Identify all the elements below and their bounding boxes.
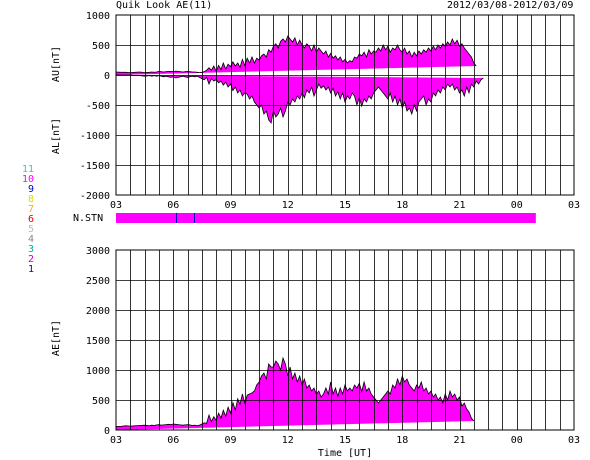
x-tick-label: 00 (511, 200, 523, 211)
x-tick-label: 18 (396, 435, 408, 446)
ae-axis-label: AE[nT] (51, 320, 62, 356)
ae-area (116, 358, 474, 430)
x-tick-label: 09 (224, 200, 236, 211)
y-tick-label: 2000 (86, 306, 110, 317)
y-tick-label: 0 (104, 71, 110, 82)
station-bar (116, 213, 536, 223)
station-number: 6 (27, 214, 34, 225)
plot-frame (115, 249, 575, 431)
x-tick-label: 00 (511, 435, 523, 446)
y-tick-label: -2000 (80, 191, 110, 202)
y-tick-label: 1000 (86, 366, 110, 377)
y-tick-label: 500 (92, 396, 110, 407)
y-tick-label: 500 (92, 41, 110, 52)
station-number: 3 (27, 244, 34, 255)
date-range: 2012/03/08-2012/03/09 (447, 0, 574, 11)
x-tick-label: 03 (110, 435, 122, 446)
al-axis-label: AL[nT] (51, 118, 62, 154)
x-tick-label: 03 (110, 200, 122, 211)
x-tick-label: 06 (167, 200, 179, 211)
y-tick-label: -500 (86, 101, 110, 112)
x-tick-label: 12 (282, 200, 294, 211)
station-number: 5 (27, 224, 34, 235)
station-number: 9 (27, 184, 34, 195)
x-axis-label: Time [UT] (318, 448, 372, 459)
chart-title: Quik Look AE(11) (116, 0, 213, 11)
station-legend: 11 10 9 8 7 6 5 4 3 2 1 (20, 165, 34, 275)
x-tick-label: 18 (396, 200, 408, 211)
y-tick-label: 3000 (86, 246, 110, 257)
x-tick-label: 21 (453, 435, 465, 446)
station-number: 1 (27, 264, 34, 275)
ae-line (116, 356, 475, 427)
y-tick-label: 1000 (86, 11, 110, 22)
x-tick-label: 15 (339, 200, 351, 211)
y-tick-label: 1500 (86, 336, 110, 347)
y-tick-label: -1000 (80, 131, 110, 142)
x-tick-label: 03 (568, 200, 580, 211)
x-tick-label: 06 (167, 435, 179, 446)
station-number: 7 (27, 204, 34, 215)
station-number: 10 (21, 174, 34, 185)
y-tick-label: 2500 (86, 276, 110, 287)
au-axis-label: AU[nT] (51, 46, 62, 82)
x-tick-label: 21 (453, 200, 465, 211)
au-area (116, 36, 477, 75)
x-tick-label: 09 (224, 435, 236, 446)
x-tick-label: 15 (339, 435, 351, 446)
plot-frame (115, 14, 575, 196)
station-number: 8 (27, 194, 34, 205)
al-line (116, 74, 484, 124)
station-count-label: N.STN (73, 213, 104, 224)
station-number: 2 (27, 254, 34, 265)
x-tick-label: 03 (568, 435, 580, 446)
au-line (115, 35, 477, 74)
station-number: 4 (27, 234, 34, 245)
y-tick-label: -1500 (80, 161, 110, 172)
x-tick-label: 12 (282, 435, 294, 446)
y-tick-label: 0 (104, 426, 110, 437)
station-number: 11 (21, 164, 34, 175)
